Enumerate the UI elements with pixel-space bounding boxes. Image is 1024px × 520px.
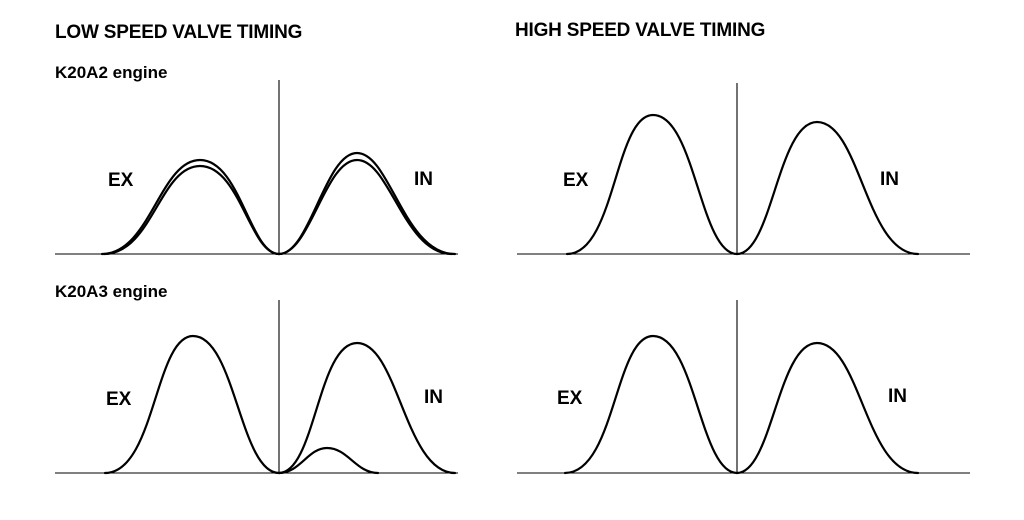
exhaust-lift-curve <box>563 334 739 475</box>
exhaust-lift-curve <box>103 334 281 475</box>
intake-lift-curve <box>735 120 920 256</box>
k20a3-high-speed-panel <box>517 300 970 475</box>
intake-lift-curve-secondary <box>277 158 454 256</box>
k20a3-low-speed-panel <box>55 300 458 475</box>
k20a3-high-in-label: IN <box>888 386 907 407</box>
k20a2-low-ex-label: EX <box>108 170 134 191</box>
k20a2-low-speed-panel <box>55 80 458 256</box>
k20a2-low-in-label: IN <box>414 169 433 190</box>
intake-lift-curve <box>735 341 920 475</box>
k20a2-high-ex-label: EX <box>563 170 589 191</box>
intake-lift-curve <box>277 341 457 475</box>
high-speed-title: HIGH SPEED VALVE TIMING <box>515 20 766 41</box>
k20a2-engine-title: K20A2 engine <box>55 63 168 82</box>
k20a3-engine-title: K20A3 engine <box>55 282 168 301</box>
intake-low-lift-curve <box>277 446 380 475</box>
k20a3-high-ex-label: EX <box>557 388 583 409</box>
k20a3-low-ex-label: EX <box>106 389 132 410</box>
exhaust-lift-curve <box>565 113 739 256</box>
k20a2-high-in-label: IN <box>880 169 899 190</box>
low-speed-title: LOW SPEED VALVE TIMING <box>55 22 303 43</box>
exhaust-lift-curve-secondary <box>102 164 281 256</box>
k20a2-high-speed-panel <box>517 83 970 256</box>
k20a3-low-in-label: IN <box>424 387 443 408</box>
